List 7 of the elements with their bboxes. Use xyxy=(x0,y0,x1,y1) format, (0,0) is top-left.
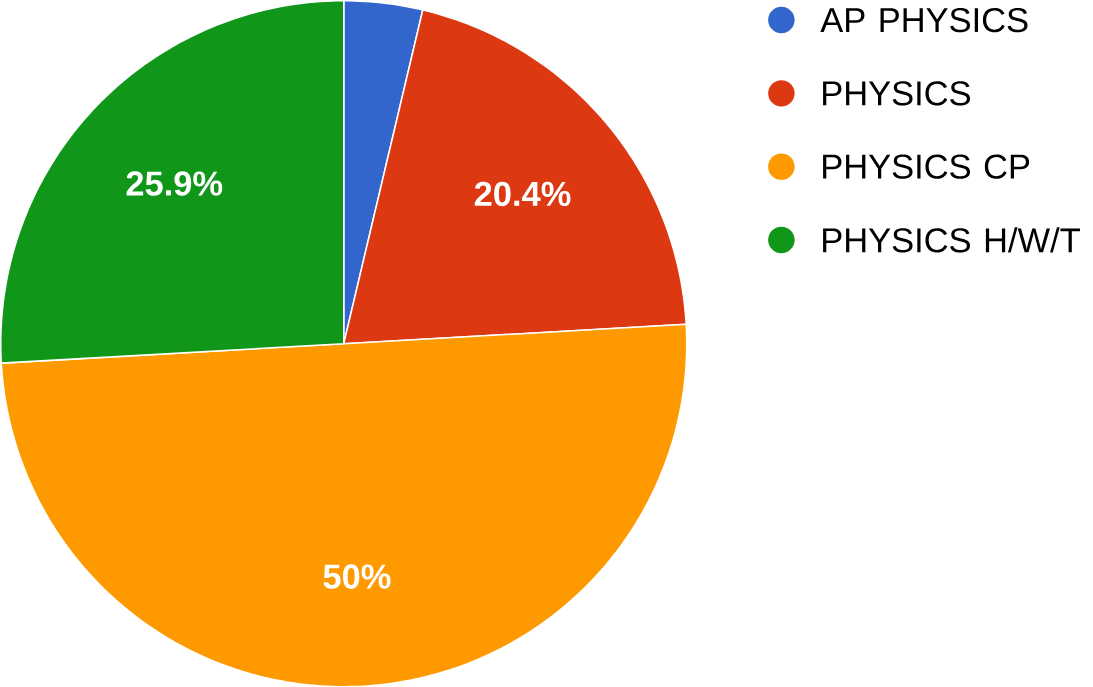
legend-label: PHYSICS H/W/T xyxy=(823,227,1080,253)
data-label: 20.4% xyxy=(474,181,571,206)
data-label: 25.9% xyxy=(126,171,223,196)
legend-label: AP PHYSICS xyxy=(820,7,1028,33)
data-label: 50% xyxy=(323,564,391,589)
legend-label: PHYSICS xyxy=(823,80,971,106)
legend-label: PHYSICS CP xyxy=(823,154,1030,179)
